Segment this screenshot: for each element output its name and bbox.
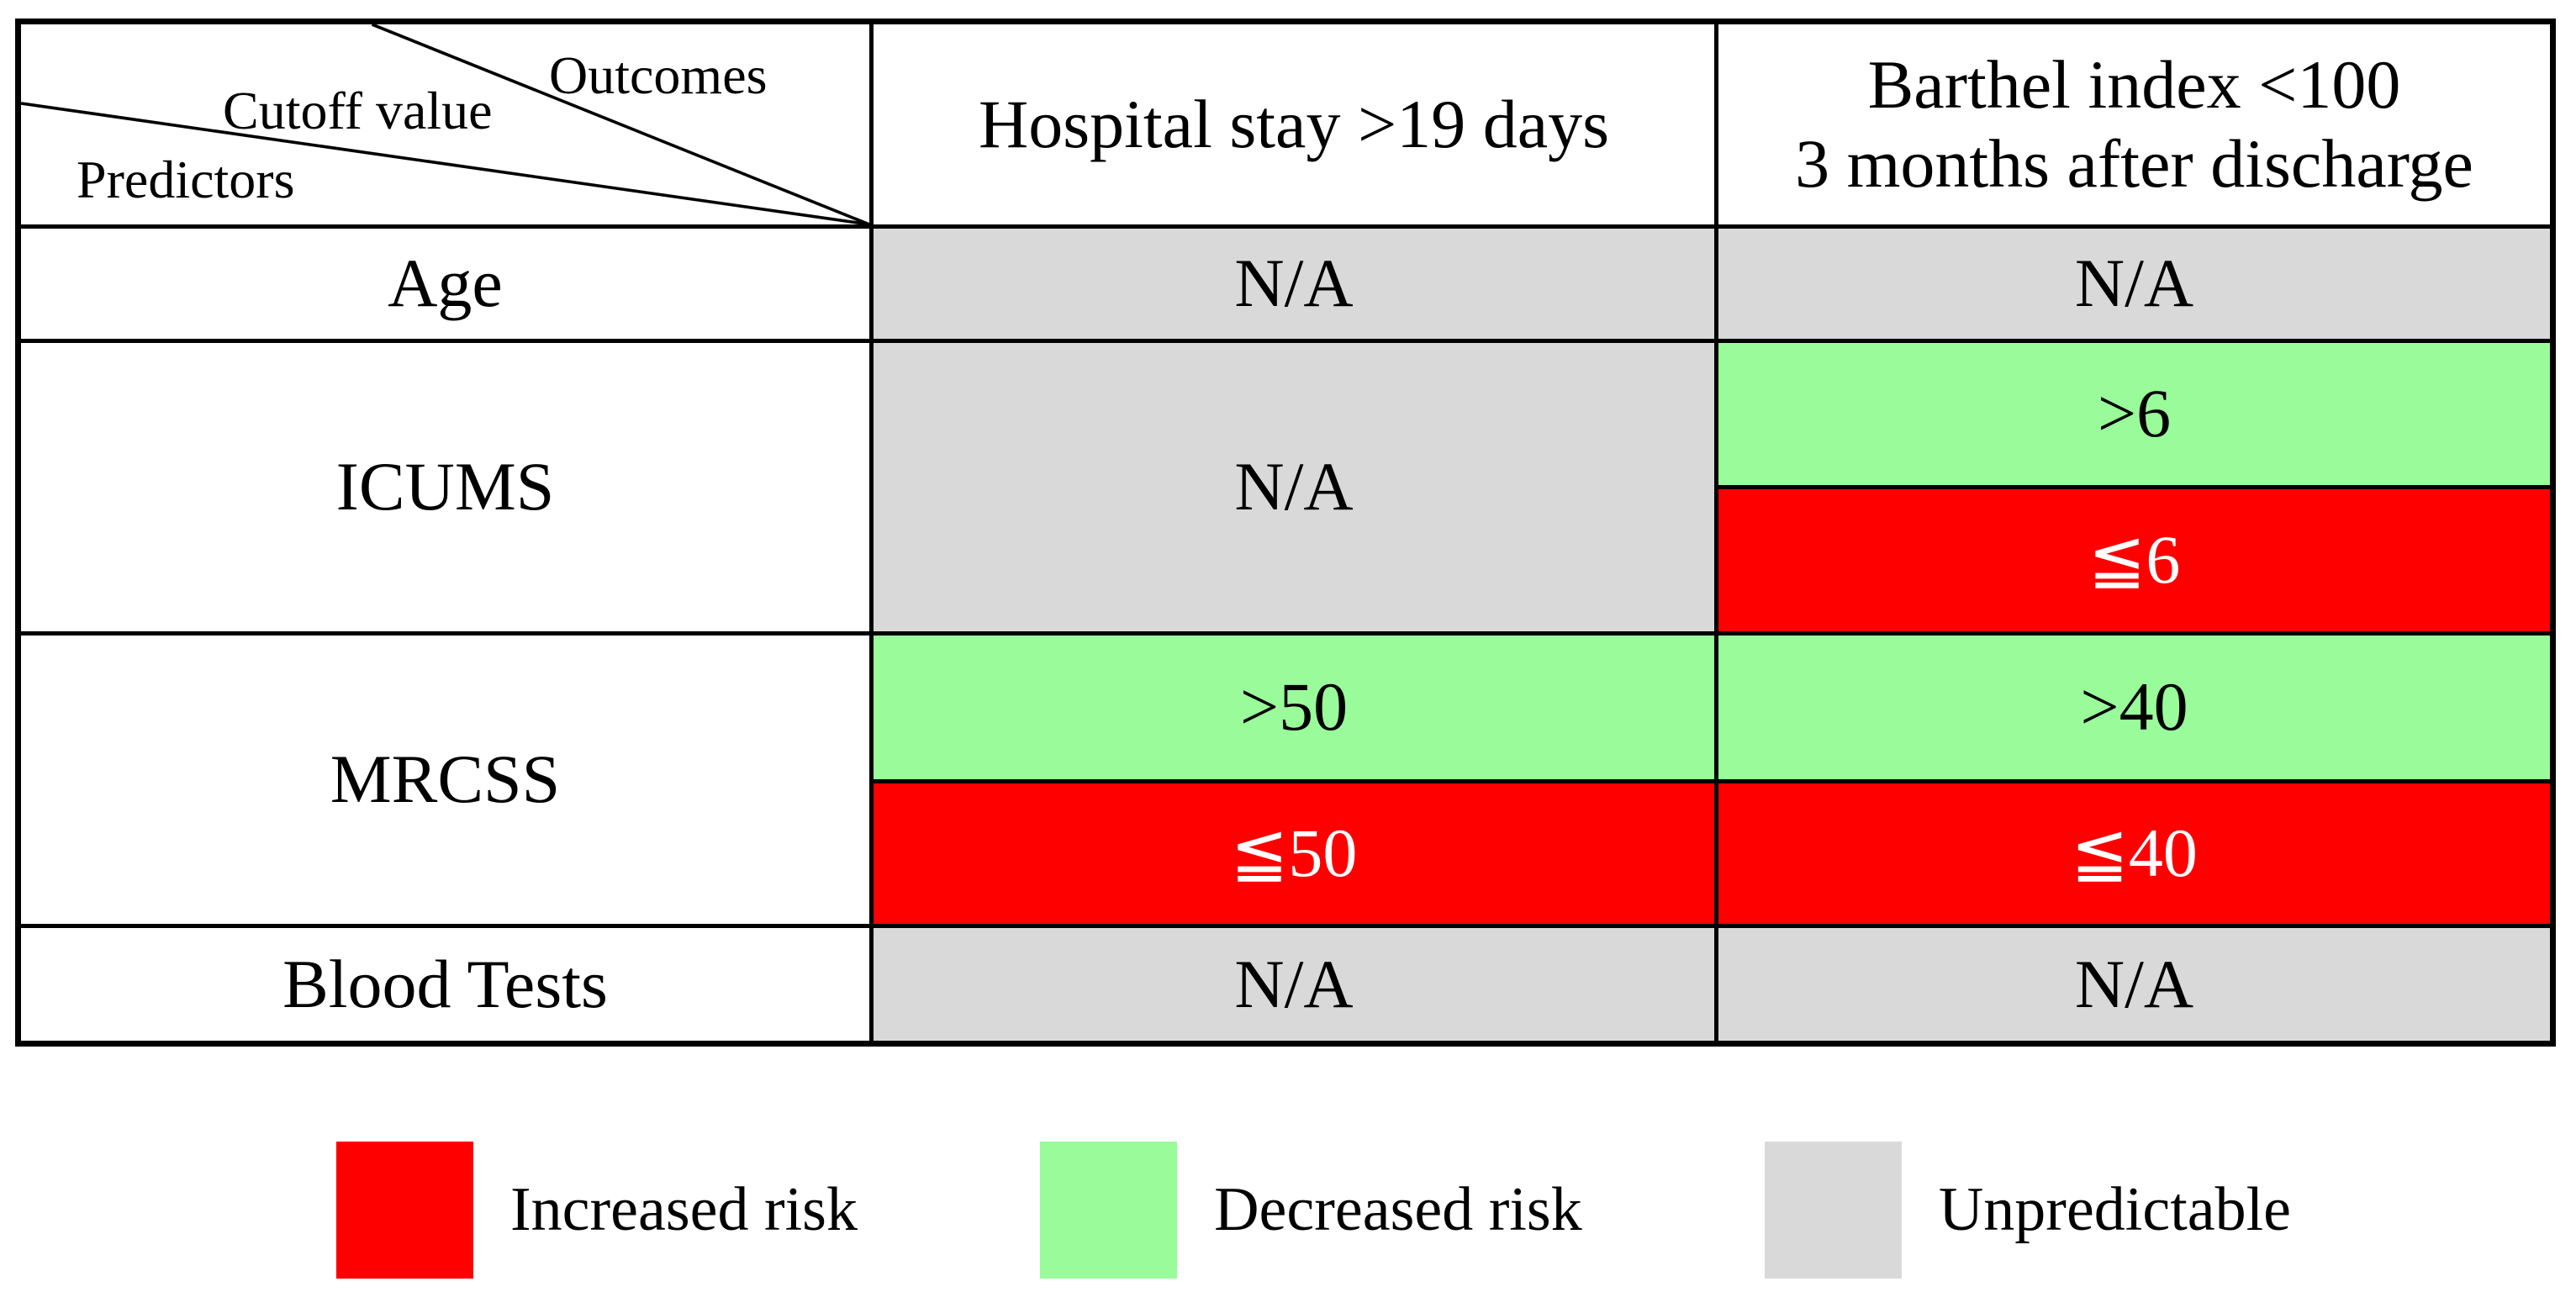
legend-item-unpredictable: Unpredictable [1764, 1141, 2291, 1279]
row-blood-tests: Blood Tests N/A N/A [16, 924, 2555, 1046]
unpredictable-swatch [1764, 1141, 1902, 1279]
barthel-header-line1: Barthel index <100 [1867, 45, 2401, 123]
cell-mrcss-barthel-above-cutoff: >40 [1714, 631, 2555, 783]
cell-mrcss-barthel-below-cutoff: ≦40 [1714, 779, 2555, 928]
row-age: Age N/A N/A [16, 224, 2555, 343]
row-mrcss-upper: MRCSS >50 >40 [16, 631, 2555, 928]
legend-item-increased-risk: Increased risk [336, 1141, 858, 1279]
legend-label-decreased-risk: Decreased risk [1214, 1174, 1582, 1244]
corner-header-cell: Outcomes Cutoff value Predictors [16, 19, 874, 229]
barthel-header-line2: 3 months after discharge [1795, 125, 2473, 202]
cell-age-hospital: N/A [869, 224, 1718, 343]
column-header-barthel: Barthel index <100 3 months after discha… [1714, 19, 2555, 229]
cell-mrcss-hospital-below-cutoff: ≦50 [869, 779, 1718, 928]
legend-item-decreased-risk: Decreased risk [1040, 1141, 1582, 1279]
predictor-label-icums: ICUMS [16, 339, 874, 636]
cell-icums-barthel-above-cutoff: >6 [1714, 339, 2555, 489]
cell-icums-barthel-below-cutoff: ≦6 [1714, 485, 2555, 636]
row-icums-lower: ≦6 [18, 485, 2555, 636]
legend-label-unpredictable: Unpredictable [1938, 1174, 2291, 1244]
predictor-label-age: Age [16, 224, 874, 343]
cell-blood-hospital: N/A [869, 924, 1718, 1046]
legend: Increased risk Decreased risk Unpredicta… [336, 1140, 2291, 1279]
cell-age-barthel: N/A [1714, 224, 2555, 343]
corner-label-predictors: Predictors [77, 150, 295, 209]
cell-blood-barthel: N/A [1714, 924, 2555, 1046]
corner-label-outcomes: Outcomes [549, 45, 768, 105]
row-icums-upper: ICUMS N/A >6 [16, 339, 2555, 636]
legend-label-increased-risk: Increased risk [510, 1174, 858, 1244]
cell-icums-hospital: N/A [869, 339, 1718, 636]
predictor-label-mrcss: MRCSS [16, 631, 874, 928]
row-mrcss-lower: ≦50 ≦40 [18, 779, 2555, 928]
decreased-risk-swatch [1040, 1141, 1178, 1279]
corner-diagonal-lines [21, 24, 869, 224]
predictor-label-blood-tests: Blood Tests [16, 924, 874, 1046]
corner-box: Outcomes Cutoff value Predictors [21, 24, 869, 224]
corner-label-cutoff: Cutoff value [223, 81, 493, 140]
increased-risk-swatch [336, 1141, 473, 1279]
column-header-hospital-stay: Hospital stay >19 days [869, 19, 1718, 229]
risk-table: Outcomes Cutoff value Predictors Hospita… [15, 18, 2556, 1047]
header-row: Outcomes Cutoff value Predictors Hospita… [16, 19, 2555, 229]
cell-mrcss-hospital-above-cutoff: >50 [869, 631, 1718, 783]
